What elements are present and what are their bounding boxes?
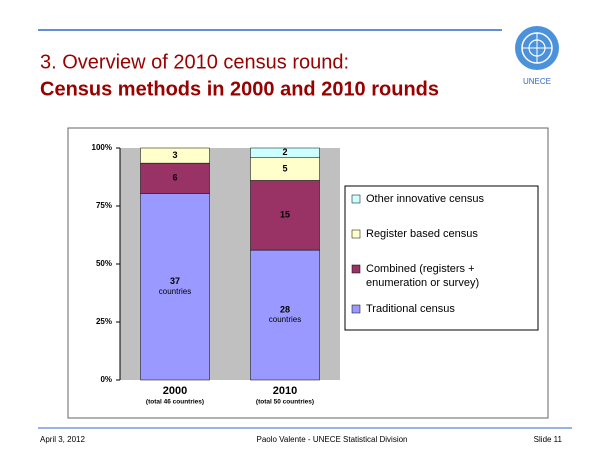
title-line2: Census methods in 2000 and 2010 rounds — [40, 78, 439, 100]
bar-segment — [250, 180, 320, 251]
footer-date: April 3, 2012 — [40, 435, 85, 444]
bar-segment — [140, 193, 210, 381]
x-tick-label: 2000 — [163, 385, 187, 397]
value-unit: countries — [159, 287, 191, 296]
logo-text: UNECE — [523, 77, 551, 86]
legend-label: Other innovative census — [366, 193, 485, 205]
x-tick-note: (total 50 countries) — [256, 399, 314, 406]
legend-label: Combined (registers + enumeration or sur… — [366, 263, 479, 289]
un-logo — [515, 26, 559, 70]
value-label: 2 — [282, 147, 287, 157]
y-tick-label: 25% — [96, 317, 112, 326]
y-tick-label: 0% — [100, 375, 112, 384]
value-label: 5 — [282, 163, 287, 173]
legend-swatch — [351, 229, 361, 239]
legend-swatch — [351, 264, 361, 274]
bar-segment — [250, 147, 320, 158]
value-unit: countries — [269, 315, 301, 324]
y-tick-label: 50% — [96, 259, 112, 268]
bar-segment — [140, 162, 210, 194]
value-label: 15 — [280, 210, 290, 220]
title-line1: 3. Overview of 2010 census round: — [40, 51, 349, 73]
x-tick-label: 2010 — [273, 385, 297, 397]
y-tick-label: 100% — [92, 143, 112, 152]
legend-label: Traditional census — [366, 303, 455, 315]
legend-box — [344, 185, 539, 331]
value-label: 6 — [172, 173, 177, 183]
footer-author: Paolo Valente - UNECE Statistical Divisi… — [256, 435, 407, 444]
legend-label: Register based census — [366, 228, 478, 240]
value-label: 3 — [172, 150, 177, 160]
value-label: 28 — [280, 304, 290, 314]
x-tick-note: (total 46 countries) — [146, 399, 204, 406]
bar-segment — [250, 249, 320, 381]
legend-swatch — [351, 194, 361, 204]
value-label: 37 — [170, 276, 180, 286]
bar-segment — [140, 147, 210, 164]
y-tick-label: 75% — [96, 201, 112, 210]
legend-swatch — [351, 304, 361, 314]
footer-slide: Slide 11 — [534, 435, 563, 444]
